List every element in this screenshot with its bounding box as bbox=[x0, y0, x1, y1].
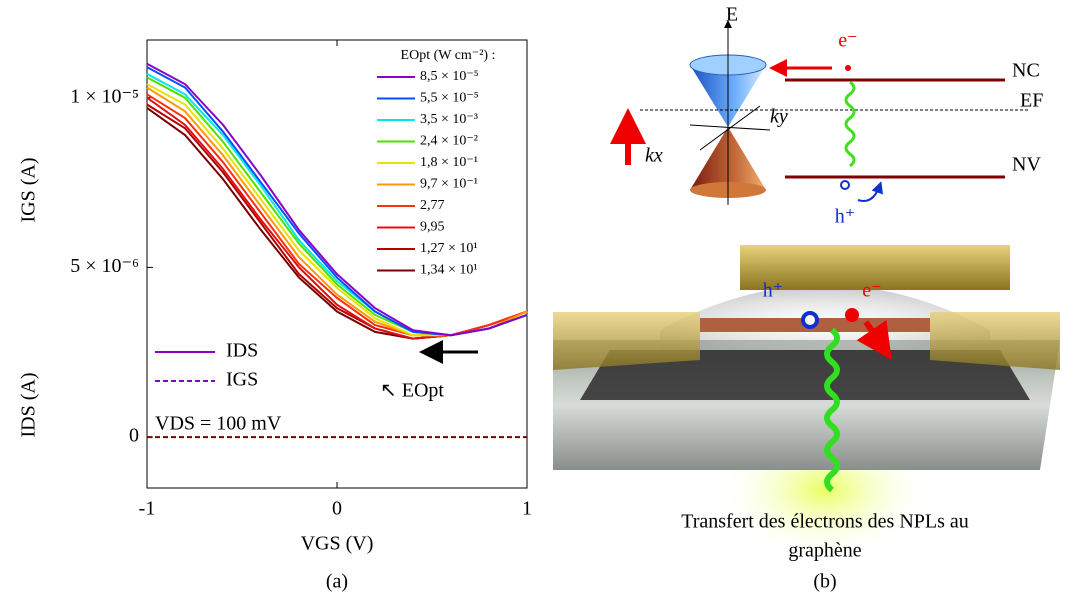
y-tick-label: 5 × 10⁻⁶ bbox=[70, 255, 139, 277]
label: EF bbox=[1020, 90, 1043, 112]
annotation: VDS = 100 mV bbox=[155, 413, 282, 435]
label: e⁻ bbox=[862, 280, 881, 302]
label: ky bbox=[770, 106, 788, 128]
wave bbox=[844, 80, 856, 168]
x-label: VGS (V) bbox=[301, 533, 374, 555]
label: h⁺ bbox=[835, 206, 856, 228]
y-tick-label: 0 bbox=[129, 425, 139, 447]
electrode bbox=[930, 312, 1060, 370]
legend-label: 2,77 bbox=[420, 198, 445, 213]
electron bbox=[845, 65, 851, 71]
legend-label: 1,27 × 10¹ bbox=[420, 241, 478, 256]
label: NV bbox=[1012, 154, 1041, 176]
chart-a: IGS (A) IDS (A) VGS (V) (a) EOpt (W cm⁻²… bbox=[18, 39, 532, 593]
legend-label: 3,5 × 10⁻³ bbox=[420, 112, 478, 127]
y-label: IGS (A) bbox=[18, 158, 40, 223]
series-line bbox=[146, 62, 528, 337]
hole bbox=[801, 311, 819, 329]
label: E bbox=[726, 4, 738, 26]
legend-title: EOpt (W cm⁻²) : bbox=[401, 48, 496, 63]
arrow bbox=[857, 181, 884, 202]
legend-label: 5,5 × 10⁻⁵ bbox=[420, 91, 479, 106]
x-tick-label: 0 bbox=[332, 498, 342, 520]
label: kx bbox=[645, 145, 663, 167]
axis bbox=[689, 124, 771, 131]
electrode bbox=[740, 245, 1010, 290]
label: NC bbox=[1012, 60, 1040, 82]
legend-label: 8,5 × 10⁻⁵ bbox=[420, 69, 479, 84]
electron bbox=[845, 308, 859, 322]
legend-label: IDS bbox=[226, 340, 258, 362]
y-tick-label: 1 × 10⁻⁵ bbox=[70, 85, 139, 107]
caption: Transfert des électrons des NPLs au bbox=[681, 511, 969, 533]
panel-label: (b) bbox=[813, 571, 836, 593]
legend-label: 1,34 × 10¹ bbox=[420, 263, 478, 278]
label: e⁻ bbox=[838, 30, 857, 52]
panel-label: (a) bbox=[326, 571, 348, 593]
hole bbox=[840, 180, 850, 190]
x-tick-label: 1 bbox=[522, 498, 532, 520]
series-line bbox=[146, 93, 528, 337]
legend-label: 2,4 × 10⁻² bbox=[420, 134, 478, 149]
y-label: IDS (A) bbox=[18, 373, 40, 438]
legend-label: 1,8 × 10⁻¹ bbox=[420, 155, 478, 170]
caption: graphène bbox=[788, 540, 861, 562]
dome bbox=[660, 285, 990, 350]
x-tick-label: -1 bbox=[139, 498, 156, 520]
legend-label: 9,7 × 10⁻¹ bbox=[420, 177, 478, 192]
graphene bbox=[580, 350, 1030, 400]
arrow bbox=[856, 320, 892, 360]
annotation: ↖ EOpt bbox=[380, 380, 444, 402]
wave bbox=[824, 327, 840, 493]
label: h⁺ bbox=[763, 280, 784, 302]
electrode bbox=[553, 312, 700, 370]
legend-label: 9,95 bbox=[420, 220, 445, 235]
diagram-b: E e⁻ NC EF ky kx NV h⁺ h⁺ e⁻ Transfert d… bbox=[553, 4, 1060, 593]
legend-label: IGS bbox=[226, 369, 258, 391]
